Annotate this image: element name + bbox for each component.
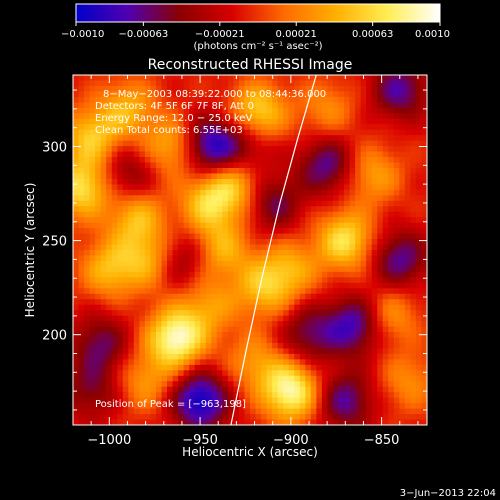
colorbar-tick-label: −0.0010 bbox=[61, 29, 104, 40]
x-axis-label: Heliocentric X (arcsec) bbox=[182, 445, 318, 459]
y-tick-label: 250 bbox=[42, 235, 67, 250]
x-tick-label: −850 bbox=[364, 433, 400, 448]
colorbar-tick-label: −0.00021 bbox=[195, 29, 245, 40]
y-tick-label: 300 bbox=[42, 141, 67, 156]
colorbar-units-label: (photons cm⁻² s⁻¹ asec⁻²) bbox=[193, 41, 322, 52]
x-tick-label: −950 bbox=[182, 433, 218, 448]
date-stamp: 3−Jun−2013 22:04 bbox=[400, 488, 496, 499]
x-tick-label: −900 bbox=[273, 433, 309, 448]
header-annotations: 8−May−2003 08:39:22.000 to 08:44:36.000D… bbox=[95, 89, 326, 136]
x-tick-label: −1000 bbox=[87, 433, 131, 448]
annotation-line: Energy Range: 12.0 − 25.0 keV bbox=[95, 113, 252, 124]
axis-ticks: −1000 −950 −900 −850 200 250 300 bbox=[42, 75, 427, 448]
annotation-line: Clean Total counts: 6.55E+03 bbox=[95, 125, 243, 136]
chart-title: Reconstructed RHESSI Image bbox=[148, 57, 353, 73]
plot-area bbox=[73, 75, 427, 425]
annotation-line: Detectors: 4F 5F 6F 7F 8F, Att 0 bbox=[95, 101, 254, 112]
annotation-line: 8−May−2003 08:39:22.000 to 08:44:36.000 bbox=[103, 89, 326, 100]
colorbar-tick-label: 0.00063 bbox=[352, 29, 393, 40]
plot-frame bbox=[72, 74, 428, 426]
y-tick-label: 200 bbox=[42, 329, 67, 344]
solar-limb-curve bbox=[230, 75, 317, 425]
colorbar-tick-label: −0.00063 bbox=[118, 29, 168, 40]
heatmap-image bbox=[73, 75, 427, 425]
colorbar-tick-label: 0.00021 bbox=[276, 29, 317, 40]
colorbar-tick-label: 0.0010 bbox=[415, 29, 450, 40]
peak-position-label: Position of Peak = [−963,198] bbox=[95, 399, 246, 410]
y-axis-label: Heliocentric Y (arcsec) bbox=[23, 183, 37, 318]
colorbar-ticks: −0.0010 −0.00063 −0.00021 0.00021 0.00063 0.0… bbox=[61, 22, 450, 40]
colorbar bbox=[75, 3, 441, 23]
